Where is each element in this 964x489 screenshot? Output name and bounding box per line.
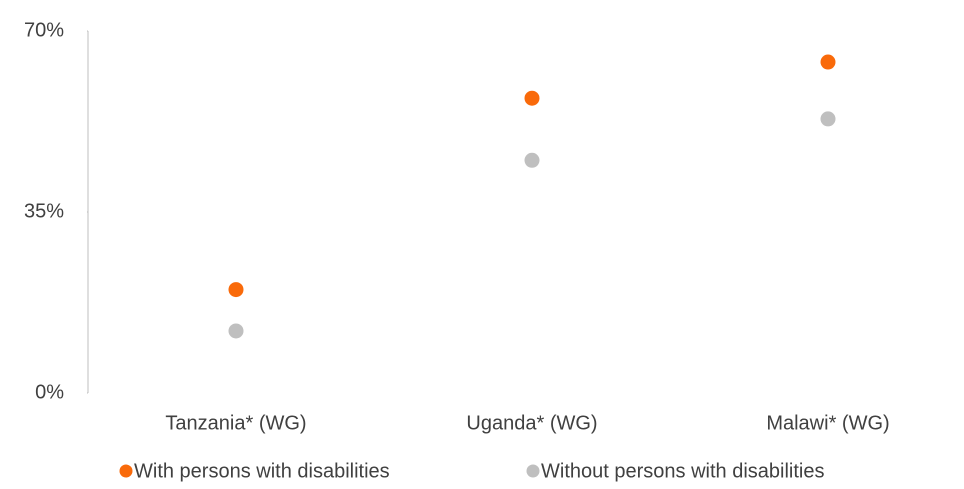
- dot: [820, 54, 836, 70]
- x-tick-label: Uganda* (WG): [466, 412, 597, 434]
- x-tick-label: Malawi* (WG): [766, 412, 889, 434]
- dot: [228, 323, 244, 339]
- legend-label: With persons with disabilities: [134, 460, 390, 482]
- dot: [820, 111, 836, 127]
- dot: [228, 282, 244, 298]
- y-tick-label: 35%: [24, 200, 64, 222]
- legend-marker: [526, 464, 540, 478]
- legend-marker: [119, 464, 133, 478]
- y-tick-label: 70%: [24, 19, 64, 41]
- dot: [524, 152, 540, 168]
- legend-label: Without persons with disabilities: [541, 460, 824, 482]
- y-tick-label: 0%: [35, 381, 64, 403]
- dot: [524, 90, 540, 106]
- x-tick-label: Tanzania* (WG): [165, 412, 306, 434]
